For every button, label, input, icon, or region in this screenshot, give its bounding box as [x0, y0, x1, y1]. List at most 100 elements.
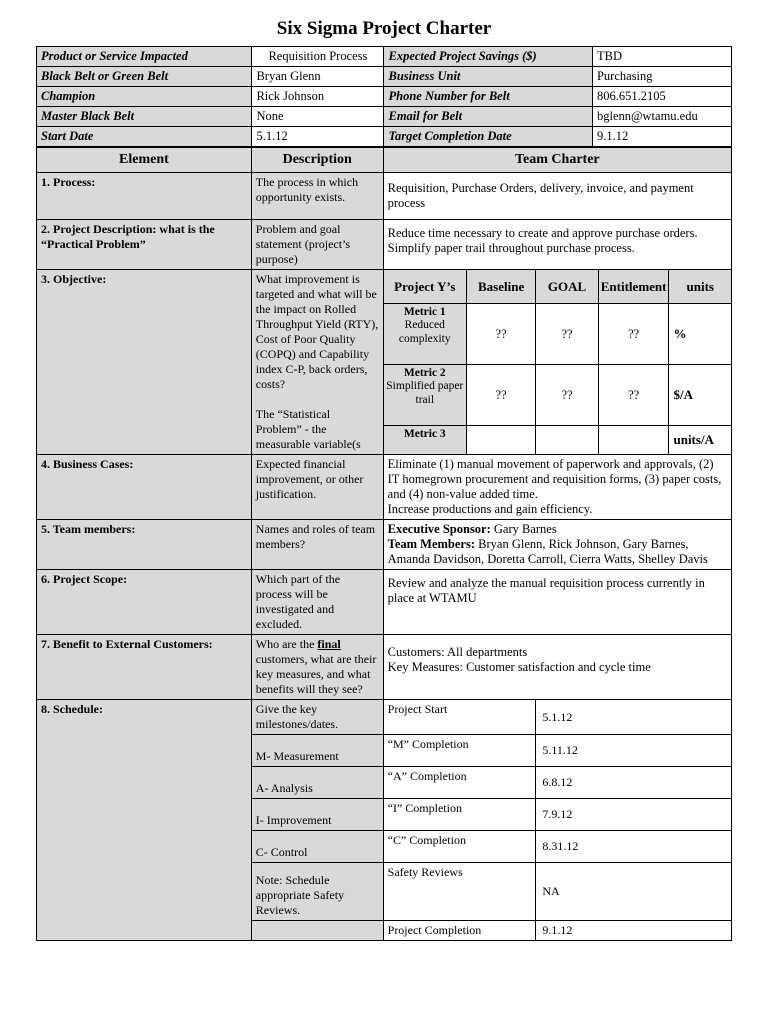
metric3-unit: units/A: [669, 426, 732, 455]
el-projdesc: 2. Project Description: what is the “Pra…: [37, 220, 252, 270]
desc-benefit-pre: Who are the: [256, 637, 318, 651]
sched-i-label: “I” Completion: [383, 799, 536, 831]
hdr-entitlement: Entitlement: [598, 270, 669, 304]
desc-sched-m: M- Measurement: [251, 735, 383, 767]
desc-sched-i: I- Improvement: [251, 799, 383, 831]
metric3-ent: [598, 426, 669, 455]
desc-benefit-underline: final: [317, 637, 340, 651]
val-scope: Review and analyze the manual requisitio…: [383, 570, 731, 635]
val-email: bglenn@wtamu.edu: [592, 107, 731, 127]
team-members-label: Team Members:: [388, 537, 479, 551]
el-objective: 3. Objective:: [37, 270, 252, 455]
sched-c-date: 8.31.12: [536, 831, 732, 863]
el-process: 1. Process:: [37, 173, 252, 220]
desc-sched-1: Give the key milestones/dates.: [251, 700, 383, 735]
el-scope: 6. Project Scope:: [37, 570, 252, 635]
hdr-goal: GOAL: [536, 270, 598, 304]
metric3-title: Metric 3: [404, 428, 446, 440]
metric3-goal: [536, 426, 598, 455]
metric1-goal: ??: [536, 304, 598, 365]
exec-sponsor-val: Gary Barnes: [494, 522, 557, 536]
val-mbb: None: [252, 107, 384, 127]
val-product: Requisition Process: [252, 47, 384, 67]
hdr-projecty: Project Y’s: [383, 270, 466, 304]
el-benefit: 7. Benefit to External Customers:: [37, 635, 252, 700]
metric1-unit: %: [669, 304, 732, 365]
val-savings: TBD: [592, 47, 731, 67]
desc-sched-blank: [251, 921, 383, 941]
val-team: Executive Sponsor: Gary Barnes Team Memb…: [383, 520, 731, 570]
hdr-baseline: Baseline: [466, 270, 535, 304]
metric3-baseline: [466, 426, 535, 455]
label-email: Email for Belt: [384, 107, 593, 127]
col-element: Element: [37, 148, 252, 173]
val-projdesc: Reduce time necessary to create and appr…: [383, 220, 731, 270]
metric2-title: Metric 2: [404, 367, 446, 379]
exec-sponsor-label: Executive Sponsor:: [388, 522, 494, 536]
sched-start-label: Project Start: [383, 700, 536, 735]
metric3-label: Metric 3: [383, 426, 466, 455]
label-phone: Phone Number for Belt: [384, 87, 593, 107]
metric2-label: Metric 2 Simplified paper trail: [383, 365, 466, 426]
label-product: Product or Service Impacted: [37, 47, 252, 67]
sched-start-date: 5.1.12: [536, 700, 732, 735]
metric2-baseline: ??: [466, 365, 535, 426]
metric1-sub: Reduced complexity: [399, 319, 451, 344]
metric2-ent: ??: [598, 365, 669, 426]
sched-completion-label: Project Completion: [383, 921, 536, 941]
sched-i-date: 7.9.12: [536, 799, 732, 831]
val-bizcase: Eliminate (1) manual movement of paperwo…: [383, 455, 731, 520]
desc-bizcase: Expected financial improvement, or other…: [251, 455, 383, 520]
val-benefit: Customers: All departments Key Measures:…: [383, 635, 731, 700]
desc-scope: Which part of the process will be invest…: [251, 570, 383, 635]
desc-projdesc: Problem and goal statement (project’s pu…: [251, 220, 383, 270]
desc-sched-note: Note: Schedule appropriate Safety Review…: [251, 863, 383, 921]
desc-benefit: Who are the final customers, what are th…: [251, 635, 383, 700]
desc-team: Names and roles of team members?: [251, 520, 383, 570]
sched-completion-date: 9.1.12: [536, 921, 732, 941]
val-unit: Purchasing: [592, 67, 731, 87]
val-target: 9.1.12: [592, 127, 731, 147]
el-bizcase: 4. Business Cases:: [37, 455, 252, 520]
charter-table: Element Description Team Charter 1. Proc…: [36, 147, 732, 941]
label-savings: Expected Project Savings ($): [384, 47, 593, 67]
val-phone: 806.651.2105: [592, 87, 731, 107]
hdr-units: units: [669, 270, 732, 304]
col-description: Description: [251, 148, 383, 173]
metric2-unit: $/A: [669, 365, 732, 426]
sched-c-label: “C” Completion: [383, 831, 536, 863]
metric2-sub: Simplified paper trail: [386, 380, 463, 405]
label-champion: Champion: [37, 87, 252, 107]
val-champion: Rick Johnson: [252, 87, 384, 107]
val-belt: Bryan Glenn: [252, 67, 384, 87]
info-table: Product or Service Impacted Requisition …: [36, 46, 732, 147]
label-mbb: Master Black Belt: [37, 107, 252, 127]
label-unit: Business Unit: [384, 67, 593, 87]
desc-process: The process in which opportunity exists.: [251, 173, 383, 220]
label-target: Target Completion Date: [384, 127, 593, 147]
metric1-ent: ??: [598, 304, 669, 365]
desc-sched-a: A- Analysis: [251, 767, 383, 799]
metric1-title: Metric 1: [404, 306, 446, 318]
sched-m-date: 5.11.12: [536, 735, 732, 767]
val-process: Requisition, Purchase Orders, delivery, …: [383, 173, 731, 220]
sched-safety-date: NA: [536, 863, 732, 921]
sched-a-date: 6.8.12: [536, 767, 732, 799]
el-schedule: 8. Schedule:: [37, 700, 252, 941]
metric1-baseline: ??: [466, 304, 535, 365]
desc-objective-p1: What improvement is targeted and what wi…: [256, 272, 378, 391]
col-charter: Team Charter: [383, 148, 731, 173]
sched-safety-label: Safety Reviews: [383, 863, 536, 921]
sched-a-label: “A” Completion: [383, 767, 536, 799]
val-start: 5.1.12: [252, 127, 384, 147]
desc-benefit-post: customers, what are their key measures, …: [256, 652, 377, 696]
label-start: Start Date: [37, 127, 252, 147]
desc-objective-p2: The “Statistical Problem” - the measurab…: [256, 407, 361, 451]
page-title: Six Sigma Project Charter: [36, 18, 732, 40]
metric1-label: Metric 1 Reduced complexity: [383, 304, 466, 365]
label-belt: Black Belt or Green Belt: [37, 67, 252, 87]
desc-objective: What improvement is targeted and what wi…: [251, 270, 383, 455]
metric2-goal: ??: [536, 365, 598, 426]
el-team: 5. Team members:: [37, 520, 252, 570]
sched-m-label: “M” Completion: [383, 735, 536, 767]
